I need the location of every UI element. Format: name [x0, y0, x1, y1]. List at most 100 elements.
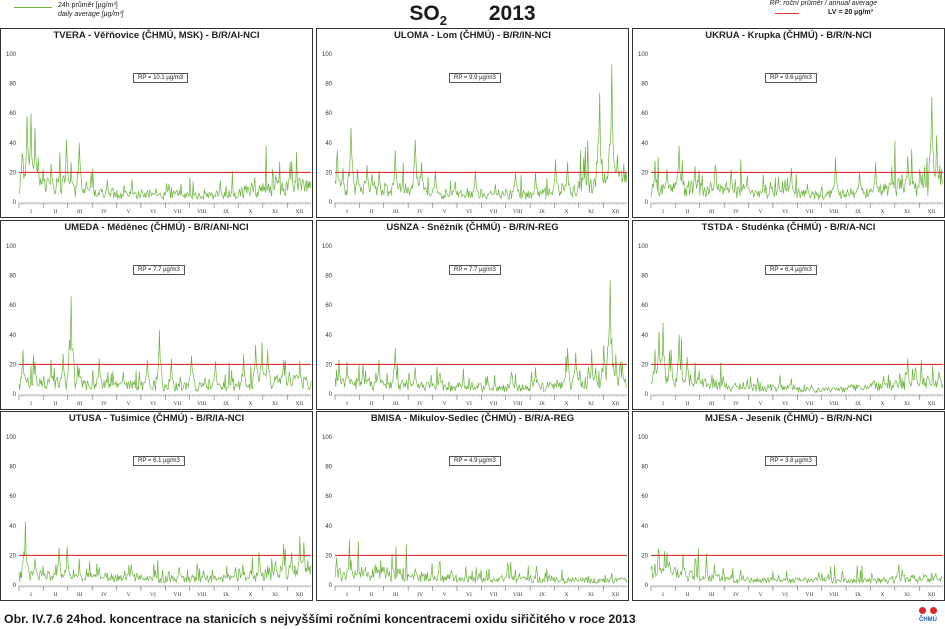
- legend-lv-label: LV = 20 µg/m³: [828, 9, 873, 16]
- y-tick-label: 20: [325, 553, 332, 559]
- month-label: I: [662, 592, 664, 598]
- month-label: VIII: [513, 209, 523, 215]
- month-label: IV: [733, 592, 739, 598]
- month-label: X: [249, 209, 253, 215]
- title-year: 2013: [488, 2, 536, 25]
- y-tick-label: 40: [325, 333, 332, 339]
- month-label: XII: [927, 209, 935, 215]
- y-tick-label: 0: [645, 200, 649, 206]
- month-label: XI: [904, 401, 910, 407]
- month-label: III: [77, 209, 83, 215]
- y-tick-label: 100: [322, 52, 333, 58]
- month-label: VIII: [197, 592, 207, 598]
- month-label: XII: [927, 592, 935, 598]
- logo-dot: [919, 607, 926, 614]
- annual-average-label: RP = 9.9 µg/m3: [449, 73, 501, 83]
- y-tick-label: 20: [325, 170, 332, 176]
- y-tick-label: 20: [9, 553, 16, 559]
- month-label: V: [127, 592, 131, 598]
- month-label: IV: [101, 401, 107, 407]
- month-label: I: [346, 592, 348, 598]
- month-label: V: [127, 209, 131, 215]
- month-label: XII: [295, 592, 303, 598]
- y-tick-label: 80: [9, 274, 16, 280]
- y-tick-label: 20: [9, 362, 16, 368]
- y-tick-label: 40: [325, 524, 332, 530]
- figure-header: 24h průměr [µg/m³] daily average [µg/m³]…: [0, 0, 945, 28]
- month-label: XI: [272, 401, 278, 407]
- month-label: X: [881, 401, 885, 407]
- month-label: II: [686, 401, 690, 407]
- y-tick-label: 100: [322, 435, 333, 441]
- month-label: IX: [855, 401, 861, 407]
- month-label: IX: [223, 401, 229, 407]
- month-label: VIII: [829, 401, 839, 407]
- month-label: VI: [466, 592, 472, 598]
- month-label: X: [881, 209, 885, 215]
- month-label: VI: [782, 401, 788, 407]
- month-label: IV: [417, 209, 423, 215]
- month-label: II: [686, 209, 690, 215]
- month-label: I: [346, 401, 348, 407]
- station-chart: UTUSA - Tušimice (ČHMÚ) - B/R/IA-NCI RP =…: [0, 411, 313, 601]
- y-tick-label: 60: [325, 111, 332, 117]
- month-label: II: [686, 592, 690, 598]
- y-tick-label: 40: [641, 524, 648, 530]
- month-label: I: [662, 209, 664, 215]
- month-label: IV: [417, 592, 423, 598]
- y-tick-label: 100: [638, 52, 649, 58]
- month-label: III: [77, 592, 83, 598]
- month-label: XI: [588, 592, 594, 598]
- month-label: VI: [150, 401, 156, 407]
- month-label: XI: [272, 592, 278, 598]
- y-tick-label: 100: [6, 244, 17, 250]
- daily-average-line: [18, 296, 312, 393]
- month-label: II: [370, 592, 374, 598]
- daily-average-line: [18, 521, 312, 584]
- y-tick-label: 0: [13, 583, 17, 589]
- y-tick-label: 40: [9, 333, 16, 339]
- y-tick-label: 60: [325, 494, 332, 500]
- month-label: VI: [466, 209, 472, 215]
- y-tick-label: 60: [641, 303, 648, 309]
- month-label: I: [30, 401, 32, 407]
- y-tick-label: 60: [325, 303, 332, 309]
- month-label: X: [565, 209, 569, 215]
- month-label: IX: [223, 592, 229, 598]
- month-label: VII: [490, 209, 498, 215]
- month-label: XI: [904, 209, 910, 215]
- legend-daily-label-en: daily average [µg/m³]: [58, 11, 124, 18]
- annual-average-label: RP = 4.9 µg/m3: [449, 456, 501, 466]
- logo-text: ČHMÚ: [919, 617, 937, 623]
- month-label: II: [54, 401, 58, 407]
- month-label: VII: [174, 592, 182, 598]
- y-tick-label: 80: [641, 465, 648, 471]
- month-label: IV: [733, 209, 739, 215]
- month-label: III: [393, 592, 399, 598]
- month-label: VI: [150, 209, 156, 215]
- figure-caption: Obr. IV.7.6 24hod. koncentrace na stanic…: [4, 612, 636, 626]
- month-label: V: [759, 592, 763, 598]
- station-title: UTUSA - Tušimice (ČHMÚ) - B/R/IA-NCI: [68, 413, 245, 424]
- daily-average-line: [334, 539, 628, 585]
- month-label: V: [759, 209, 763, 215]
- station-title: TVERA - Věřňovice (ČHMÚ, MSK) - B/R/AI-N…: [53, 30, 260, 41]
- month-label: VII: [490, 592, 498, 598]
- month-label: II: [54, 209, 58, 215]
- station-title: UKRUA - Krupka (ČHMÚ) - B/R/N-NCI: [705, 30, 872, 41]
- month-label: XII: [611, 209, 619, 215]
- month-label: VII: [174, 209, 182, 215]
- chmu-logo: ČHMÚ: [913, 605, 943, 629]
- month-label: X: [881, 592, 885, 598]
- y-tick-label: 80: [641, 274, 648, 280]
- y-tick-label: 20: [641, 362, 648, 368]
- figure-title: SO2 2013: [0, 2, 945, 28]
- station-title: MJESA - Jeseník (ČHMÚ) - B/R/N-NCI: [705, 413, 872, 424]
- y-tick-label: 100: [6, 435, 17, 441]
- y-tick-label: 100: [638, 435, 649, 441]
- month-label: XI: [272, 209, 278, 215]
- annual-average-label: RP = 6.1 µg/m3: [133, 456, 185, 466]
